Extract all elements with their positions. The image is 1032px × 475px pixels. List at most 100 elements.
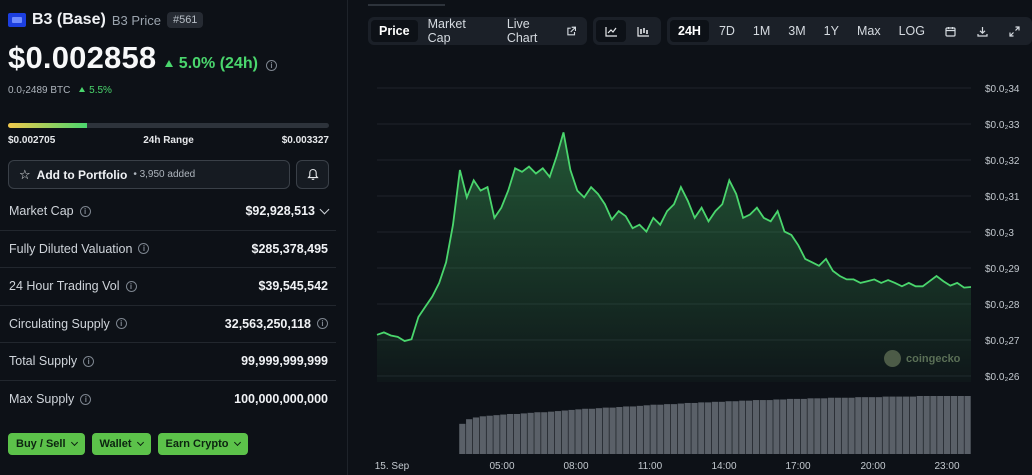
add-to-portfolio-label: Add to Portfolio: [36, 167, 128, 182]
price-alert-button[interactable]: [296, 160, 329, 189]
stat-circulating-supply: Circulating Supply i 32,563,250,118 i: [0, 306, 336, 343]
volume-bar: [616, 407, 623, 454]
volume-bar: [759, 400, 766, 454]
info-icon[interactable]: i: [317, 318, 328, 330]
volume-bar: [500, 414, 507, 454]
stat-label: Fully Diluted Valuation: [9, 241, 133, 256]
tab-price[interactable]: Price: [371, 20, 418, 42]
range-24h[interactable]: 24H: [670, 20, 709, 42]
volume-bar: [698, 402, 705, 454]
price-area: [377, 132, 971, 382]
range-3m[interactable]: 3M: [788, 24, 806, 38]
volume-bar: [766, 400, 773, 454]
tab-live-chart[interactable]: Live Chart: [499, 17, 584, 45]
panel-divider: [347, 0, 348, 475]
info-icon[interactable]: i: [79, 205, 91, 217]
volume-bar: [800, 398, 807, 454]
range-7d[interactable]: 7D: [718, 24, 735, 38]
volume-bar: [684, 402, 691, 454]
volume-bar: [903, 396, 910, 454]
volume-bar: [541, 412, 548, 454]
info-icon[interactable]: i: [83, 355, 95, 367]
chart-tabs: Price Market Cap Live Chart: [368, 17, 587, 45]
btc-price-row: 0.0₇2489 BTC 5.5%: [8, 85, 112, 96]
range-bar-fill: [8, 123, 87, 128]
buy-sell-label: Buy / Sell: [16, 438, 66, 450]
wallet-button[interactable]: Wallet: [91, 433, 151, 455]
volume-bar: [896, 396, 903, 454]
x-tick-label: 11:00: [638, 461, 663, 472]
stat-value: 99,999,999,999: [241, 354, 328, 369]
volume-bar: [882, 396, 889, 454]
volume-bar: [943, 396, 951, 454]
range-max[interactable]: Max: [856, 24, 881, 38]
external-link-icon: [566, 26, 576, 35]
price-chart[interactable]: $0.0₂34 $0.0₂33 $0.0₂32 $0.0₂31 $0.0₂3 $0.0₂2…: [348, 60, 1028, 475]
info-icon[interactable]: i: [80, 393, 92, 405]
y-tick-label: $0.0₂28: [985, 300, 1020, 311]
calendar-button[interactable]: [935, 20, 965, 42]
buy-sell-button[interactable]: Buy / Sell: [8, 433, 85, 455]
info-icon[interactable]: i: [138, 243, 150, 255]
volume-bar: [657, 404, 664, 454]
triangle-up-icon: [165, 60, 174, 67]
info-icon[interactable]: i: [265, 60, 277, 71]
price-change: 5.0% (24h): [164, 55, 258, 73]
volume-bar: [554, 411, 562, 454]
volume-bar: [547, 411, 555, 454]
volume-bar: [595, 408, 603, 454]
range-1m[interactable]: 1M: [752, 24, 771, 38]
stat-max-supply: Max Supply i 100,000,000,000: [0, 381, 336, 419]
line-chart-button[interactable]: [596, 20, 626, 42]
volume-bar: [745, 400, 753, 454]
live-chart-label: Live Chart: [506, 17, 538, 45]
volume-bar: [527, 412, 534, 454]
volume-bar: [472, 417, 480, 454]
volume-bar: [964, 396, 971, 454]
info-icon[interactable]: i: [125, 280, 137, 292]
volume-bar: [807, 398, 814, 454]
volume-bar: [623, 406, 630, 454]
range-1y[interactable]: 1Y: [823, 24, 839, 38]
y-tick-label: $0.0₂31: [985, 192, 1020, 203]
calendar-icon: [944, 26, 956, 37]
earn-crypto-label: Earn Crypto: [165, 438, 229, 450]
add-to-portfolio-button[interactable]: ☆ Add to Portfolio • 3,950 added: [8, 160, 290, 189]
earn-crypto-button[interactable]: Earn Crypto: [157, 433, 248, 455]
range-selector: 24H 7D 1M 3M 1Y Max LOG: [667, 17, 1032, 45]
btc-change: 5.5%: [78, 85, 112, 96]
volume-bar: [957, 396, 964, 454]
volume-bar: [466, 419, 473, 454]
volume-bar: [841, 397, 848, 454]
tab-underline: [368, 4, 445, 6]
chart-toolbar: Price Market Cap Live Chart 24H 7D 1M 3M…: [368, 17, 1032, 45]
download-button[interactable]: [967, 20, 997, 42]
y-tick-label: $0.0₂3: [985, 228, 1014, 239]
coingecko-logo-icon: [884, 350, 901, 367]
stat-value: 32,563,250,118: [224, 316, 311, 331]
volume-bar: [507, 413, 514, 454]
stat-value: $39,545,542: [258, 279, 328, 294]
triangle-up-icon: [79, 87, 86, 92]
y-tick-label: $0.0₂26: [985, 372, 1020, 383]
volume-bar: [609, 407, 616, 454]
expand-icon: [1008, 25, 1020, 37]
x-tick-label: 14:00: [711, 461, 736, 472]
tab-market-cap[interactable]: Market Cap: [427, 17, 466, 45]
volume-bar: [773, 399, 780, 454]
range-high: $0.003327: [281, 135, 329, 146]
stat-fdv: Fully Diluted Valuation i $285,378,495: [0, 231, 336, 268]
chevron-down-icon[interactable]: [319, 204, 330, 215]
volume-bar: [868, 397, 876, 454]
volume-bar: [650, 404, 657, 454]
volume-bar: [889, 396, 896, 454]
volume-bar: [732, 401, 739, 454]
fullscreen-button[interactable]: [999, 20, 1029, 42]
info-icon[interactable]: i: [115, 318, 127, 330]
price-line: [376, 132, 972, 342]
log-scale-toggle[interactable]: LOG: [898, 24, 925, 38]
price-row: $0.002858 5.0% (24h) i: [8, 40, 277, 76]
stat-label: Total Supply: [9, 354, 78, 369]
x-tick-label: 08:00: [563, 461, 588, 472]
candlestick-chart-button[interactable]: [628, 20, 658, 42]
